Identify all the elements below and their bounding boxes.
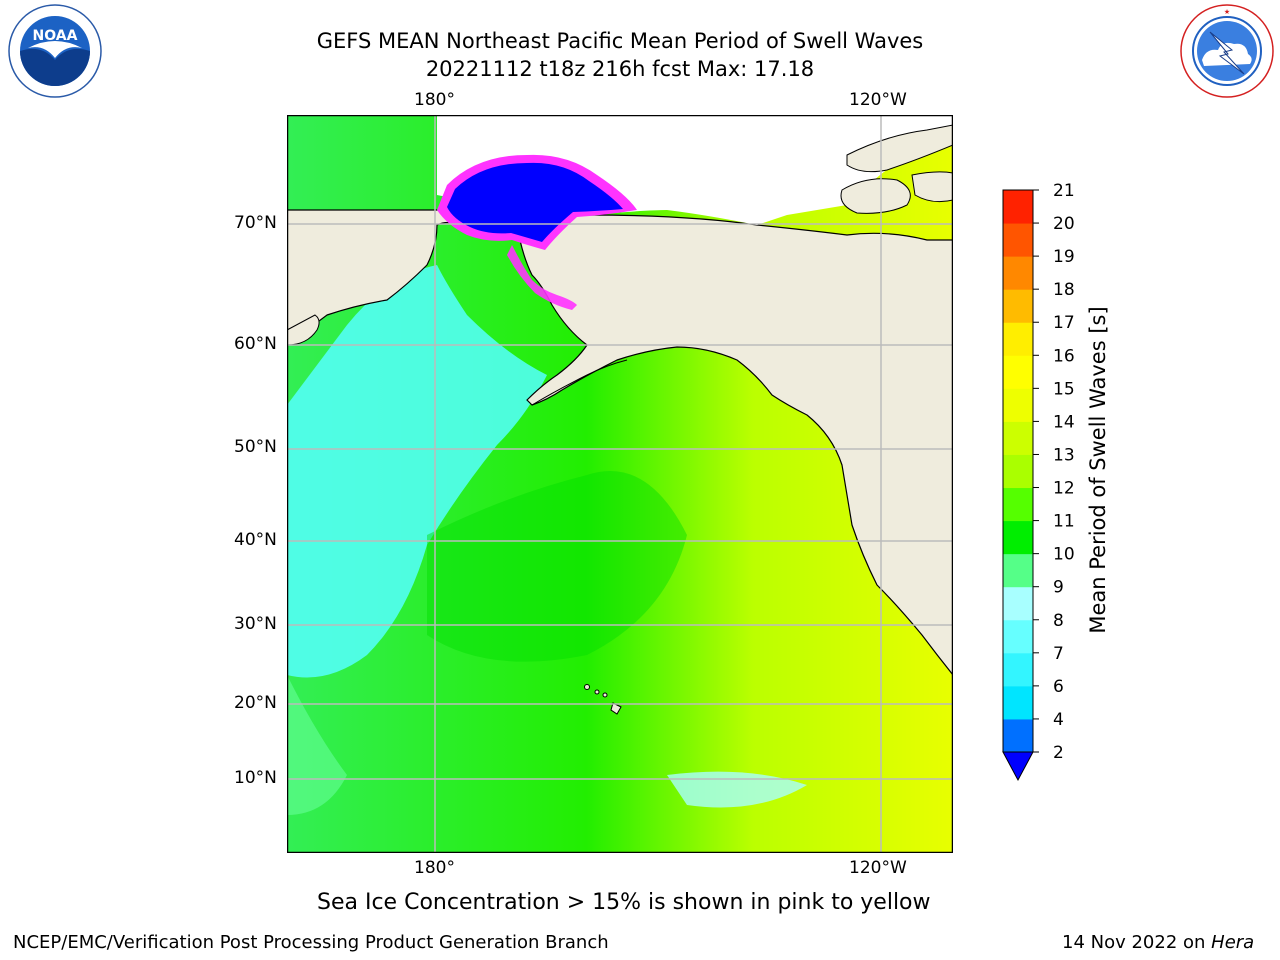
colorbar-tick-label: 13 bbox=[1053, 445, 1075, 465]
nws-logo: ★ bbox=[1180, 4, 1274, 98]
colorbar-segment bbox=[1003, 190, 1033, 224]
colorbar-border bbox=[1002, 189, 1034, 753]
colorbar-tick-label: 6 bbox=[1053, 677, 1064, 697]
map-border bbox=[286, 114, 954, 854]
colorbar-segment bbox=[1003, 388, 1033, 422]
colorbar-tick-label: 18 bbox=[1053, 280, 1075, 300]
colorbar-svg: 2 4 6 7 8 9 10 11 12 13 14 15 16 17 18 19 20 21 bbox=[1002, 181, 1075, 782]
colorbar-tick-label: 9 bbox=[1053, 578, 1064, 598]
footer-date-text: 14 Nov 2022 on bbox=[1062, 932, 1212, 953]
colorbar-tick-label: 15 bbox=[1053, 379, 1075, 399]
colorbar-tick-label: 16 bbox=[1053, 346, 1075, 366]
colorbar-tick-label: 2 bbox=[1053, 743, 1064, 763]
colorbar-segment bbox=[1003, 355, 1033, 389]
arctic-island-2 bbox=[840, 178, 911, 214]
lon-label-bottom-180: 180° bbox=[414, 858, 455, 878]
colorbar-tick-label: 14 bbox=[1053, 412, 1075, 432]
cyan-swell-region bbox=[287, 265, 547, 678]
title-line-2: 20221112 t18z 216h fcst Max: 17.18 bbox=[425, 57, 815, 81]
colorbar: 2 4 6 7 8 9 10 11 12 13 14 15 16 17 18 19 20 21 bbox=[985, 180, 1185, 800]
colorbar-tick-label: 8 bbox=[1053, 611, 1064, 631]
hawaii-island-1 bbox=[584, 684, 590, 690]
swell-period-map bbox=[286, 114, 954, 854]
siberia-landmass bbox=[286, 209, 474, 347]
lat-label-40n: 40°N bbox=[234, 530, 277, 550]
bering-ice-strip bbox=[507, 245, 577, 310]
alaska-peninsula-coast bbox=[531, 359, 628, 406]
arctic-island-3 bbox=[911, 171, 954, 203]
lat-label-30n: 30°N bbox=[234, 614, 277, 634]
green-swell-region bbox=[427, 471, 687, 662]
lat-label-50n: 50°N bbox=[234, 437, 277, 457]
colorbar-tick-label: 12 bbox=[1053, 479, 1075, 499]
colorbar-segment bbox=[1003, 586, 1033, 621]
colorbar-extend-arrow bbox=[1002, 751, 1034, 782]
noaa-logo: NOAA bbox=[8, 4, 102, 98]
hawaii-island-2 bbox=[594, 689, 600, 695]
colorbar-segment bbox=[1003, 454, 1033, 489]
chart-title: GEFS MEAN Northeast Pacific Mean Period … bbox=[0, 27, 1240, 83]
colorbar-tick-label: 17 bbox=[1053, 313, 1075, 333]
colorbar-segment bbox=[1003, 553, 1033, 588]
colorbar-tick-label: 10 bbox=[1053, 545, 1075, 565]
colorbar-tick-label: 20 bbox=[1053, 214, 1075, 234]
lon-label-top-180: 180° bbox=[414, 90, 455, 110]
colorbar-segment bbox=[1003, 487, 1033, 522]
lat-label-60n: 60°N bbox=[234, 334, 277, 354]
footer-host: Hera bbox=[1211, 932, 1255, 953]
lat-label-10n: 10°N bbox=[234, 768, 277, 788]
colorbar-segment bbox=[1003, 322, 1033, 356]
colorbar-segment bbox=[1003, 421, 1033, 455]
colorbar-tick-label: 21 bbox=[1053, 181, 1075, 201]
light-cyan-patch bbox=[667, 771, 807, 808]
colorbar-segment bbox=[1003, 520, 1033, 555]
colorbar-segment bbox=[1003, 289, 1033, 323]
footer-credit: NCEP/EMC/Verification Post Processing Pr… bbox=[13, 932, 609, 953]
noaa-logo-text: NOAA bbox=[33, 28, 78, 44]
map-panel bbox=[286, 114, 954, 854]
title-line-1: GEFS MEAN Northeast Pacific Mean Period … bbox=[316, 29, 924, 53]
colorbar-tick-label: 11 bbox=[1053, 512, 1075, 532]
hawaii-island-3 bbox=[602, 692, 608, 698]
hawaii-island-big bbox=[610, 702, 622, 715]
lon-label-bottom-120w: 120°W bbox=[849, 858, 907, 878]
lat-label-70n: 70°N bbox=[234, 213, 277, 233]
svg-text:★: ★ bbox=[1224, 8, 1230, 16]
lon-label-top-120w: 120°W bbox=[849, 90, 907, 110]
colorbar-segment bbox=[1003, 652, 1033, 687]
sea-ice-core bbox=[447, 162, 623, 242]
colorbar-segment bbox=[1003, 223, 1033, 257]
lat-label-20n: 20°N bbox=[234, 693, 277, 713]
colorbar-label: Mean Period of Swell Waves [s] bbox=[1086, 306, 1110, 634]
mint-swell-region bbox=[287, 675, 347, 815]
colorbar-segment bbox=[1003, 718, 1033, 753]
colorbar-segment bbox=[1003, 619, 1033, 654]
footer-date: 14 Nov 2022 on Hera bbox=[1062, 932, 1254, 953]
arctic-island-1 bbox=[846, 124, 954, 173]
colorbar-segment bbox=[1003, 256, 1033, 290]
sea-ice-note: Sea Ice Concentration > 15% is shown in … bbox=[317, 890, 931, 915]
colorbar-segment bbox=[1003, 685, 1033, 720]
kamchatka bbox=[286, 314, 320, 346]
graticule bbox=[287, 115, 953, 853]
colorbar-tick-label: 19 bbox=[1053, 247, 1075, 267]
colorbar-tick-label: 7 bbox=[1053, 644, 1064, 664]
north-america-landmass bbox=[516, 214, 954, 677]
colorbar-tick-label: 4 bbox=[1053, 710, 1064, 730]
